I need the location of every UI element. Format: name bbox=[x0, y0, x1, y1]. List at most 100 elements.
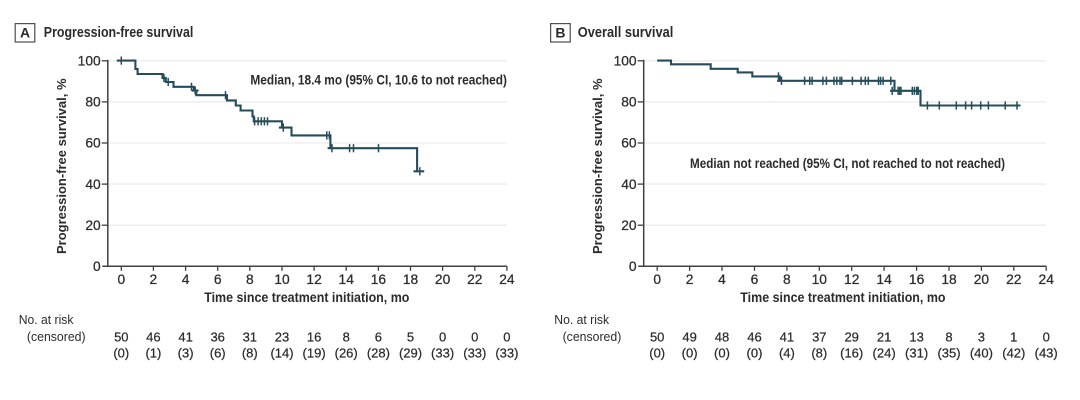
svg-text:Progression-free survival, %: Progression-free survival, % bbox=[590, 78, 605, 254]
svg-text:0: 0 bbox=[93, 259, 101, 274]
svg-text:20: 20 bbox=[974, 272, 990, 287]
svg-text:80: 80 bbox=[621, 95, 637, 110]
svg-text:(31): (31) bbox=[905, 345, 928, 360]
svg-text:16: 16 bbox=[909, 272, 925, 287]
svg-text:14: 14 bbox=[339, 272, 355, 287]
svg-text:(29): (29) bbox=[399, 345, 422, 360]
svg-text:0: 0 bbox=[503, 329, 510, 344]
svg-text:Median, 18.4 mo (95% CI, 10.6: Median, 18.4 mo (95% CI, 10.6 to not rea… bbox=[250, 72, 507, 87]
svg-text:22: 22 bbox=[1006, 272, 1021, 287]
svg-text:21: 21 bbox=[877, 329, 891, 344]
svg-text:46: 46 bbox=[146, 329, 160, 344]
svg-text:10: 10 bbox=[812, 272, 828, 287]
svg-text:8: 8 bbox=[945, 329, 952, 344]
svg-text:(16): (16) bbox=[840, 345, 863, 360]
svg-text:20: 20 bbox=[435, 272, 451, 287]
svg-text:(censored): (censored) bbox=[563, 329, 622, 344]
svg-text:(35): (35) bbox=[937, 345, 960, 360]
svg-text:(28): (28) bbox=[367, 345, 390, 360]
svg-text:(33): (33) bbox=[495, 345, 518, 360]
svg-text:(0): (0) bbox=[714, 345, 730, 360]
svg-text:12: 12 bbox=[306, 272, 321, 287]
svg-text:46: 46 bbox=[747, 329, 761, 344]
svg-text:16: 16 bbox=[371, 272, 387, 287]
svg-text:(19): (19) bbox=[303, 345, 326, 360]
svg-text:(24): (24) bbox=[873, 345, 896, 360]
svg-text:Time since treatment initiatio: Time since treatment initiation, mo bbox=[204, 290, 409, 305]
svg-text:0: 0 bbox=[117, 272, 125, 287]
svg-text:20: 20 bbox=[85, 218, 101, 233]
svg-text:4: 4 bbox=[718, 272, 726, 287]
svg-text:8: 8 bbox=[343, 329, 350, 344]
svg-text:60: 60 bbox=[85, 136, 101, 151]
svg-text:50: 50 bbox=[650, 329, 664, 344]
svg-text:8: 8 bbox=[246, 272, 254, 287]
svg-text:100: 100 bbox=[614, 54, 637, 69]
svg-text:A: A bbox=[20, 25, 30, 41]
svg-text:2: 2 bbox=[686, 272, 694, 287]
svg-text:(8): (8) bbox=[811, 345, 827, 360]
svg-text:(33): (33) bbox=[431, 345, 454, 360]
svg-text:60: 60 bbox=[621, 136, 637, 151]
svg-text:48: 48 bbox=[715, 329, 729, 344]
svg-text:18: 18 bbox=[941, 272, 957, 287]
svg-text:29: 29 bbox=[844, 329, 858, 344]
svg-text:Progression-free survival: Progression-free survival bbox=[44, 25, 194, 41]
svg-text:41: 41 bbox=[780, 329, 794, 344]
svg-text:20: 20 bbox=[621, 218, 637, 233]
svg-text:No. at risk: No. at risk bbox=[554, 312, 609, 327]
svg-text:Time since treatment initiatio: Time since treatment initiation, mo bbox=[740, 290, 945, 305]
svg-text:40: 40 bbox=[85, 177, 101, 192]
svg-text:(1): (1) bbox=[145, 345, 161, 360]
svg-text:(33): (33) bbox=[463, 345, 486, 360]
svg-text:6: 6 bbox=[214, 272, 222, 287]
svg-text:1: 1 bbox=[1010, 329, 1017, 344]
svg-text:B: B bbox=[555, 25, 565, 41]
svg-text:6: 6 bbox=[751, 272, 759, 287]
svg-text:31: 31 bbox=[243, 329, 257, 344]
svg-text:Overall survival: Overall survival bbox=[578, 25, 674, 41]
svg-text:(6): (6) bbox=[210, 345, 226, 360]
svg-text:16: 16 bbox=[307, 329, 321, 344]
svg-text:37: 37 bbox=[812, 329, 826, 344]
svg-text:41: 41 bbox=[178, 329, 192, 344]
svg-text:No. at risk: No. at risk bbox=[19, 312, 74, 327]
svg-text:36: 36 bbox=[210, 329, 224, 344]
svg-text:14: 14 bbox=[876, 272, 892, 287]
svg-text:50: 50 bbox=[114, 329, 128, 344]
svg-text:0: 0 bbox=[471, 329, 478, 344]
svg-text:0: 0 bbox=[653, 272, 661, 287]
svg-text:10: 10 bbox=[274, 272, 290, 287]
svg-text:Progression-free survival, %: Progression-free survival, % bbox=[54, 78, 69, 254]
svg-text:0: 0 bbox=[1043, 329, 1050, 344]
svg-text:(43): (43) bbox=[1035, 345, 1058, 360]
svg-text:(3): (3) bbox=[178, 345, 194, 360]
svg-text:(4): (4) bbox=[779, 345, 795, 360]
svg-text:13: 13 bbox=[909, 329, 923, 344]
svg-text:49: 49 bbox=[682, 329, 696, 344]
svg-text:(0): (0) bbox=[649, 345, 665, 360]
svg-text:24: 24 bbox=[499, 272, 515, 287]
svg-text:100: 100 bbox=[78, 54, 101, 69]
svg-text:23: 23 bbox=[275, 329, 289, 344]
svg-text:6: 6 bbox=[375, 329, 382, 344]
svg-text:3: 3 bbox=[978, 329, 985, 344]
svg-text:40: 40 bbox=[621, 177, 637, 192]
svg-text:(censored): (censored) bbox=[27, 329, 86, 344]
svg-text:4: 4 bbox=[182, 272, 190, 287]
svg-text:(26): (26) bbox=[335, 345, 358, 360]
svg-text:(0): (0) bbox=[682, 345, 698, 360]
svg-text:0: 0 bbox=[439, 329, 446, 344]
svg-text:2: 2 bbox=[150, 272, 158, 287]
svg-text:(40): (40) bbox=[970, 345, 993, 360]
svg-text:5: 5 bbox=[407, 329, 414, 344]
svg-text:(0): (0) bbox=[113, 345, 129, 360]
svg-text:8: 8 bbox=[783, 272, 791, 287]
svg-text:24: 24 bbox=[1039, 272, 1055, 287]
svg-text:80: 80 bbox=[85, 95, 101, 110]
svg-text:(14): (14) bbox=[270, 345, 293, 360]
svg-text:(42): (42) bbox=[1002, 345, 1025, 360]
svg-text:Median not reached (95% CI, no: Median not reached (95% CI, not reached … bbox=[690, 156, 1005, 171]
svg-text:(0): (0) bbox=[747, 345, 763, 360]
svg-text:12: 12 bbox=[844, 272, 859, 287]
